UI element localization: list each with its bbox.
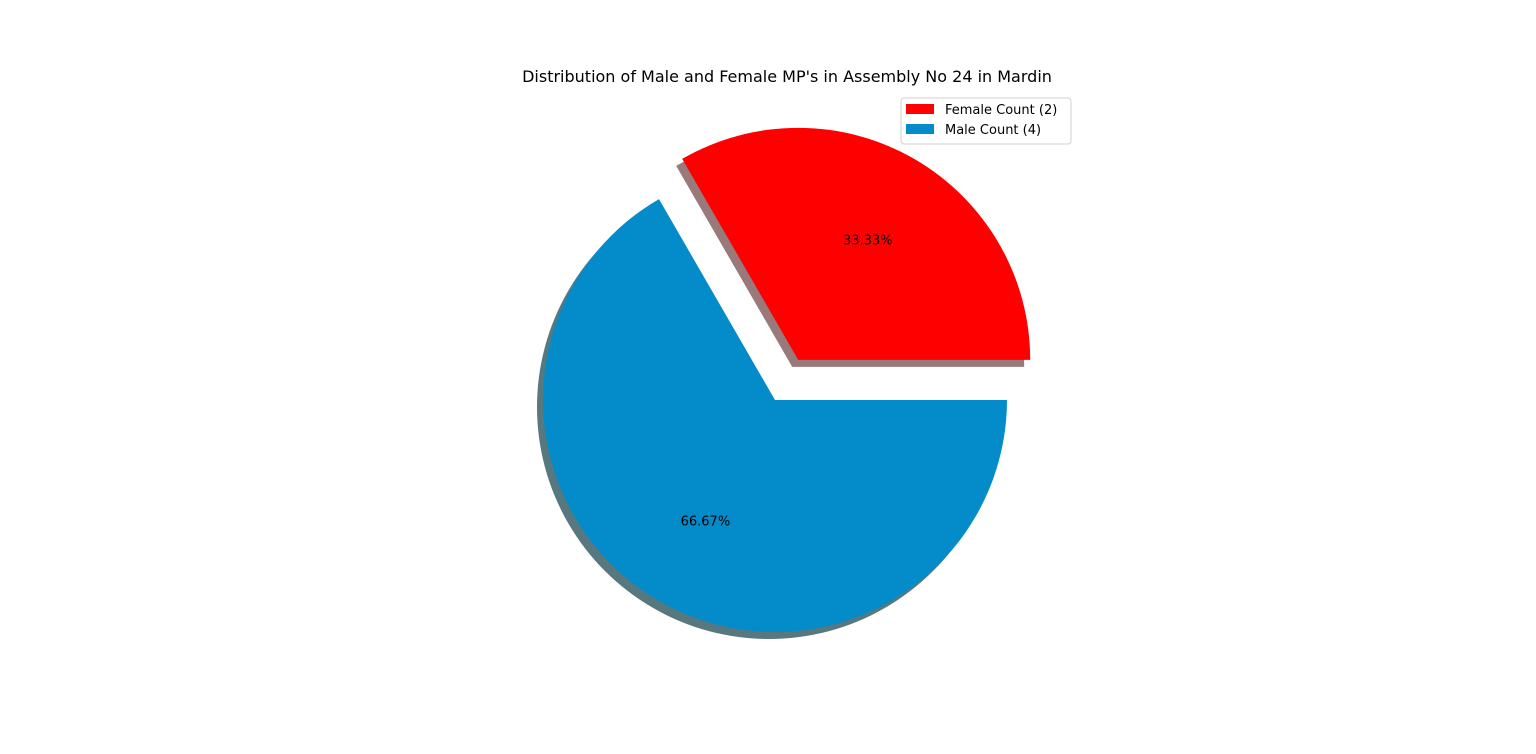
legend: Female Count (2) Male Count (4) [900, 97, 1072, 145]
pie-slices [542, 127, 1031, 633]
percent-labels: 33.33% 66.67% [681, 233, 893, 529]
pie-slice-female [682, 127, 1031, 360]
legend-label-male: Male Count (4) [945, 123, 1041, 138]
percent-label-male: 66.67% [681, 515, 731, 530]
percent-label-female: 33.33% [843, 233, 893, 248]
legend-swatch-female [906, 104, 934, 114]
legend-label-female: Female Count (2) [945, 103, 1057, 118]
chart-title: Distribution of Male and Female MP's in … [522, 67, 1052, 86]
legend-swatch-male [906, 124, 934, 134]
pie-slice-male [542, 199, 1007, 633]
legend-frame [900, 97, 1072, 145]
